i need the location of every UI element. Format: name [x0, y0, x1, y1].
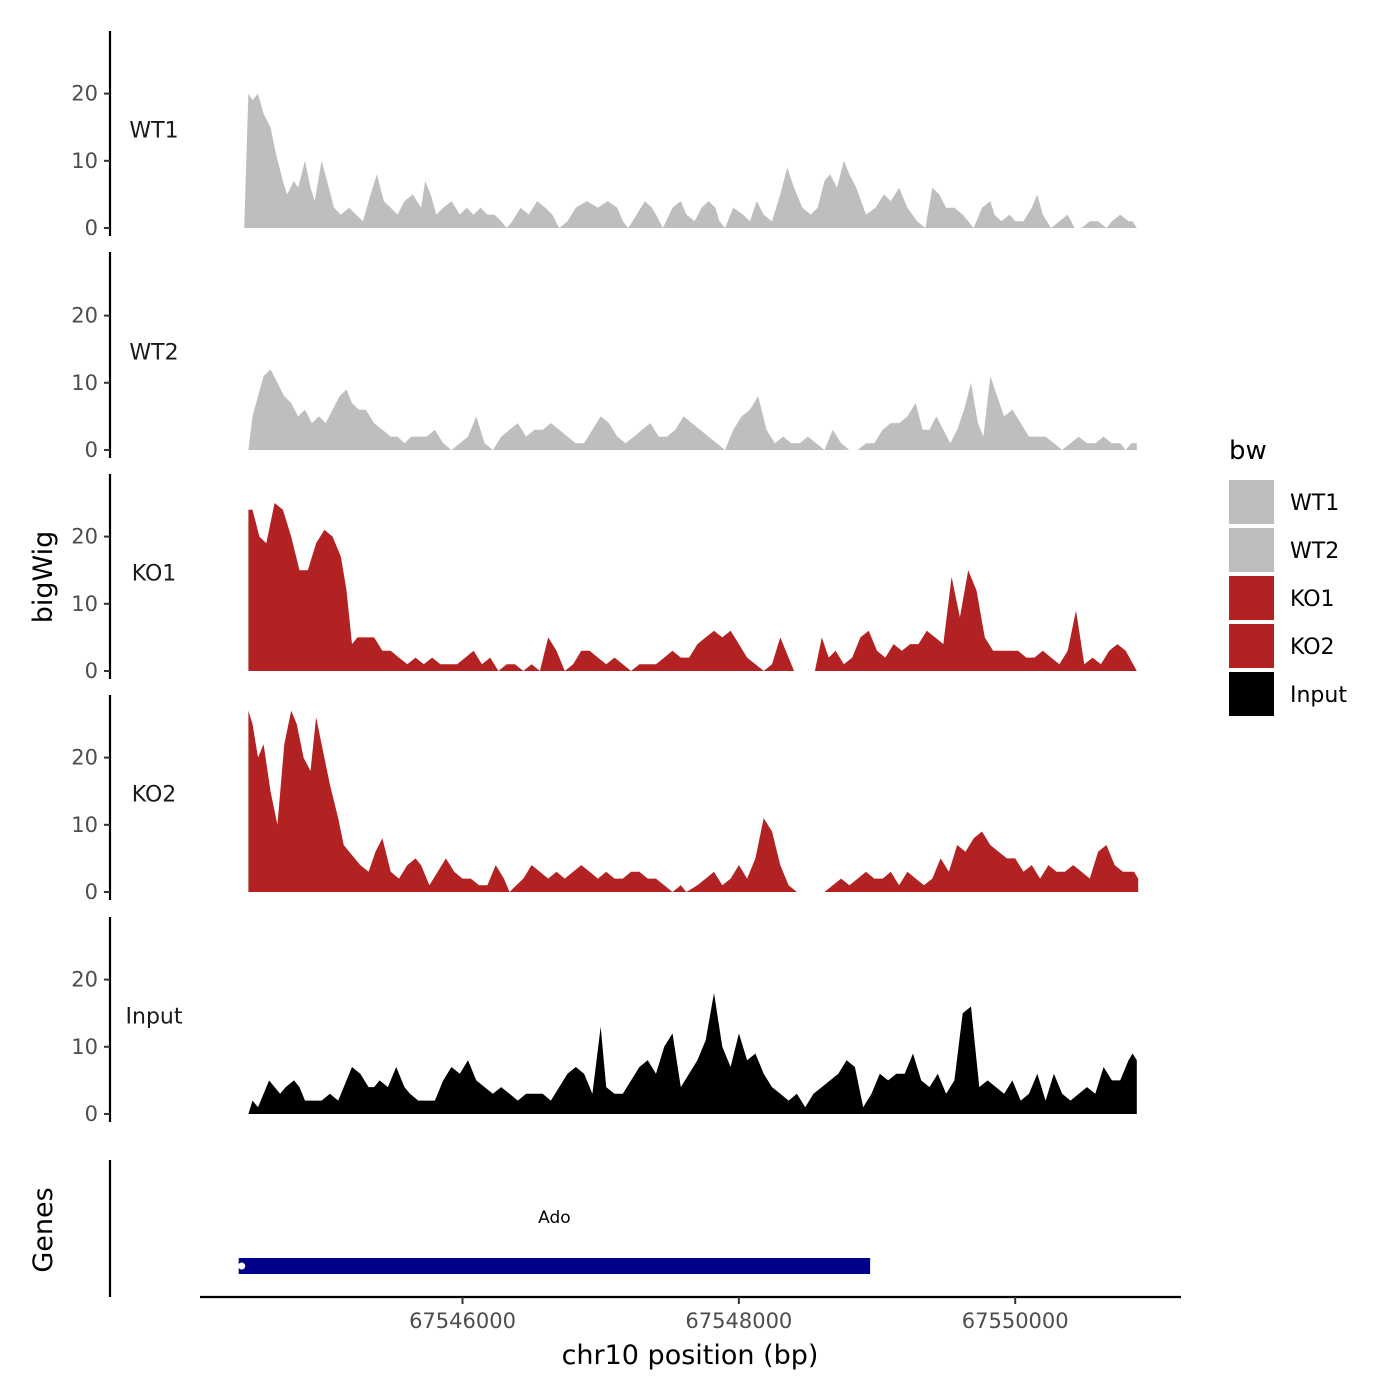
gene-label: Ado: [538, 1208, 571, 1228]
x-axis-title: chr10 position (bp): [562, 1340, 819, 1371]
area-ko2: [248, 710, 1139, 892]
genes-axis-title: Genes: [28, 1187, 59, 1272]
legend-swatch-wt1: [1229, 480, 1274, 524]
gene-tss-marker: [238, 1262, 246, 1270]
legend-swatch-ko1: [1229, 576, 1274, 620]
genes-layer: Ado: [108, 1160, 871, 1297]
y-tick-label: 20: [71, 746, 98, 770]
y-tick-label: 20: [71, 525, 98, 549]
y-tick-label: 10: [71, 813, 98, 837]
track-ko2: 0 10 20 KO2: [71, 695, 1139, 904]
track-label: WT2: [129, 341, 178, 366]
y-tick-label: 0: [85, 659, 98, 683]
track-label: Input: [126, 1005, 183, 1030]
y-axis-title: bigWig: [28, 531, 59, 624]
x-axis: 67546000 67548000 67550000: [200, 1295, 1181, 1333]
tracks-layer: 0 10 20 WT1 0 10 20 WT2 0 10 20 KO1 0 10 20 KO2 0 10 20 Inp…: [71, 31, 1139, 1126]
x-tick-label: 67550000: [962, 1309, 1069, 1333]
legend-label: WT1: [1290, 491, 1339, 516]
track-label: WT1: [129, 119, 178, 144]
legend-title: bw: [1229, 436, 1267, 466]
y-tick-label: 0: [85, 216, 98, 240]
area-ko1: [248, 503, 1137, 671]
area-wt1: [244, 93, 1137, 228]
legend-swatch-input: [1229, 672, 1274, 716]
y-tick-label: 10: [71, 592, 98, 616]
legend: bw WT1 WT2 KO1 KO2 Input: [1229, 436, 1347, 716]
y-tick-label: 0: [85, 438, 98, 462]
track-label: KO1: [132, 562, 177, 587]
track-wt1: 0 10 20 WT1: [71, 31, 1137, 240]
legend-label: KO2: [1290, 635, 1335, 660]
y-tick-label: 20: [71, 968, 98, 992]
area-wt2: [248, 369, 1137, 450]
x-tick-label: 67548000: [685, 1309, 792, 1333]
track-ko1: 0 10 20 KO1: [71, 474, 1137, 683]
y-tick-label: 10: [71, 371, 98, 395]
area-input: [248, 993, 1137, 1114]
track-wt2: 0 10 20 WT2: [71, 252, 1137, 462]
y-tick-label: 20: [71, 304, 98, 328]
y-tick-label: 10: [71, 149, 98, 173]
y-tick-label: 10: [71, 1035, 98, 1059]
y-tick-label: 20: [71, 82, 98, 106]
legend-label: WT2: [1290, 539, 1339, 564]
legend-label: Input: [1290, 683, 1347, 708]
x-tick-label: 67546000: [409, 1309, 516, 1333]
legend-swatch-ko2: [1229, 624, 1274, 668]
legend-label: KO1: [1290, 587, 1335, 612]
gene-bar: [238, 1258, 871, 1274]
y-tick-label: 0: [85, 880, 98, 904]
legend-swatch-wt2: [1229, 528, 1274, 572]
track-input: 0 10 20 Input: [71, 917, 1137, 1126]
y-tick-label: 0: [85, 1102, 98, 1126]
track-label: KO2: [132, 783, 177, 808]
